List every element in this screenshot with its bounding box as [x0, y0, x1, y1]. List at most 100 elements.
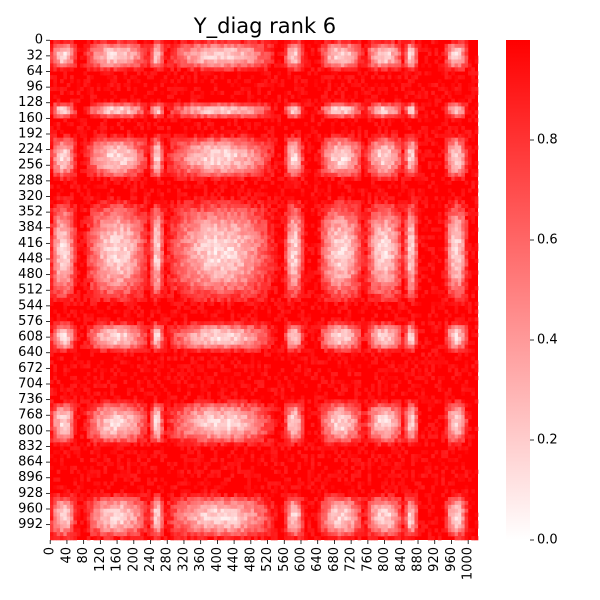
- heatmap-cell: [297, 172, 302, 178]
- heatmap-cell: [190, 102, 195, 107]
- heatmap-cell: [350, 176, 355, 181]
- heatmap-cell: [173, 231, 178, 236]
- heatmap-cell: [330, 165, 335, 170]
- heatmap-cell: [220, 125, 225, 131]
- heatmap-cell: [260, 114, 265, 119]
- heatmap-cell: [170, 141, 175, 146]
- heatmap-cell: [314, 180, 318, 185]
- heatmap-cell: [431, 82, 435, 88]
- heatmap-cell: [474, 196, 479, 201]
- heatmap-cell: [123, 207, 128, 213]
- heatmap-cell: [153, 172, 158, 178]
- heatmap-cell: [96, 67, 101, 72]
- heatmap-cell: [230, 129, 235, 135]
- heatmap-cell: [287, 137, 292, 142]
- heatmap-cell: [200, 215, 205, 220]
- heatmap-cell: [277, 235, 282, 240]
- heatmap-cell: [113, 250, 118, 256]
- heatmap-cell: [143, 137, 148, 142]
- heatmap-cell: [391, 157, 395, 162]
- heatmap-cell: [371, 94, 375, 99]
- heatmap-cell: [230, 176, 235, 181]
- heatmap-cell: [230, 192, 235, 197]
- heatmap-cell: [63, 219, 68, 224]
- heatmap-cell: [153, 250, 158, 256]
- heatmap-cell: [277, 59, 282, 64]
- heatmap-cell: [126, 137, 131, 142]
- heatmap-cell: [294, 141, 298, 146]
- heatmap-cell: [50, 200, 54, 205]
- heatmap-cell: [140, 161, 144, 166]
- heatmap-cell: [136, 114, 141, 119]
- heatmap-cell: [401, 219, 405, 224]
- heatmap-cell: [66, 215, 71, 220]
- heatmap-cell: [264, 145, 268, 150]
- heatmap-cell: [157, 176, 161, 181]
- heatmap-cell: [454, 47, 459, 53]
- heatmap-cell: [190, 94, 195, 99]
- heatmap-cell: [96, 106, 101, 111]
- heatmap-cell: [173, 211, 178, 217]
- heatmap-cell: [297, 63, 302, 68]
- heatmap-cell: [173, 114, 178, 119]
- heatmap-cell: [347, 168, 352, 174]
- heatmap-cell: [367, 55, 372, 60]
- heatmap-cell: [247, 125, 251, 131]
- heatmap-cell: [330, 231, 335, 236]
- heatmap-cell: [340, 227, 345, 232]
- heatmap-cell: [197, 114, 201, 119]
- heatmap-cell: [387, 43, 392, 49]
- heatmap-cell: [324, 235, 328, 240]
- heatmap-cell: [110, 102, 114, 107]
- heatmap-cell: [421, 90, 425, 95]
- heatmap-cell: [213, 215, 218, 220]
- heatmap-cell: [397, 235, 402, 240]
- heatmap-cell: [257, 250, 261, 256]
- heatmap-cell: [90, 114, 94, 119]
- heatmap-cell: [183, 141, 188, 146]
- heatmap-cell: [93, 196, 98, 201]
- heatmap-cell: [146, 219, 151, 224]
- heatmap-cell: [130, 40, 134, 45]
- heatmap-cell: [371, 176, 375, 181]
- heatmap-cell: [66, 114, 71, 119]
- heatmap-cell: [270, 125, 275, 131]
- heatmap-cell: [264, 149, 268, 154]
- heatmap-cell: [320, 172, 325, 178]
- heatmap-cell: [427, 161, 432, 166]
- heatmap-cell: [340, 43, 345, 49]
- heatmap-cell: [284, 145, 288, 150]
- heatmap-cell: [253, 153, 258, 158]
- heatmap-cell: [474, 79, 479, 84]
- heatmap-cell: [167, 204, 171, 209]
- heatmap-cell: [183, 149, 188, 154]
- heatmap-cell: [116, 137, 121, 142]
- heatmap-cell: [317, 227, 322, 232]
- heatmap-cell: [371, 184, 375, 189]
- heatmap-cell: [417, 114, 422, 119]
- chart-title: Y_diag rank 6: [193, 14, 336, 39]
- heatmap-cell: [290, 149, 295, 154]
- heatmap-cell: [381, 106, 385, 111]
- heatmap-cell: [113, 235, 118, 240]
- heatmap-cell: [180, 110, 185, 115]
- heatmap-cell: [274, 223, 278, 228]
- heatmap-cell: [200, 43, 205, 49]
- heatmap-cell: [140, 149, 144, 154]
- heatmap-cell: [240, 239, 245, 244]
- heatmap-cell: [357, 231, 362, 236]
- heatmap-cell: [444, 118, 449, 123]
- heatmap-cell: [334, 215, 338, 220]
- heatmap-cell: [401, 145, 405, 150]
- heatmap-cell: [330, 43, 335, 49]
- heatmap-cell: [377, 67, 382, 72]
- heatmap-cell: [397, 223, 402, 228]
- heatmap-cell: [123, 157, 128, 162]
- heatmap-cell: [334, 207, 338, 213]
- heatmap-cell: [160, 207, 164, 213]
- heatmap-cell: [464, 157, 469, 162]
- heatmap-cell: [80, 207, 84, 213]
- heatmap-cell: [270, 43, 275, 49]
- heatmap-cell: [150, 227, 154, 232]
- heatmap-cell: [300, 149, 305, 154]
